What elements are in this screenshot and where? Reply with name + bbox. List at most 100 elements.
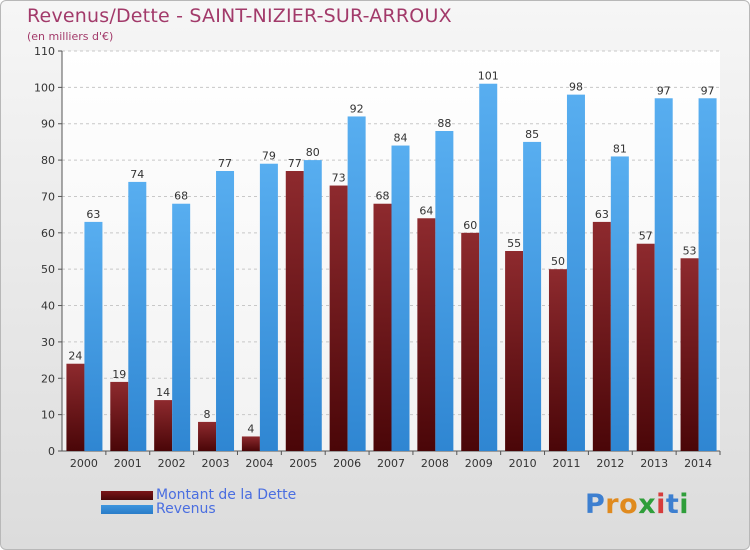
y-tick-label: 30	[41, 336, 55, 349]
logo-letter: o	[619, 489, 639, 520]
data-label-revenue-2001: 74	[130, 168, 144, 181]
data-label-revenue-2009: 101	[478, 70, 499, 83]
proxiti-logo[interactable]: Proxiti	[585, 489, 689, 520]
bar-debt-2011	[548, 269, 567, 451]
data-label-debt-2013: 57	[639, 230, 653, 243]
data-label-debt-2010: 55	[507, 237, 521, 250]
bar-revenue-2009	[479, 83, 498, 452]
bar-debt-2005	[285, 171, 304, 451]
bar-revenue-2010	[523, 141, 542, 451]
data-label-revenue-2002: 68	[174, 190, 188, 203]
x-tick-label: 2004	[245, 457, 273, 470]
data-label-revenue-2014: 97	[701, 84, 715, 97]
data-label-debt-2006: 73	[332, 172, 346, 185]
legend-label-revenue: Revenus	[156, 501, 216, 517]
data-label-debt-2008: 64	[419, 204, 433, 217]
bar-debt-2007	[373, 203, 392, 451]
bar-debt-2000	[66, 363, 85, 451]
legend-item-revenue: Revenus	[101, 501, 216, 517]
x-tick-label: 2001	[114, 457, 142, 470]
data-label-revenue-2000: 63	[86, 208, 100, 221]
x-tick-label: 2002	[158, 457, 186, 470]
x-tick-label: 2012	[596, 457, 624, 470]
bar-debt-2008	[417, 218, 436, 451]
chart-title: Revenus/Dette - SAINT-NIZIER-SUR-ARROUX	[27, 5, 452, 27]
data-label-debt-2002: 14	[156, 386, 170, 399]
bar-revenue-2000	[84, 221, 103, 451]
bar-revenue-2001	[128, 181, 147, 451]
logo-letter: x	[638, 489, 657, 520]
bar-revenue-2013	[654, 98, 673, 451]
data-label-debt-2009: 60	[463, 219, 477, 232]
data-label-revenue-2013: 97	[657, 84, 671, 97]
x-tick-label: 2008	[421, 457, 449, 470]
y-tick-label: 110	[34, 45, 55, 58]
data-label-revenue-2003: 77	[218, 157, 232, 170]
bar-revenue-2005	[303, 160, 322, 451]
y-tick-label: 60	[41, 227, 55, 240]
logo-letter: i	[656, 489, 666, 520]
data-label-debt-2014: 53	[683, 244, 697, 257]
bar-revenue-2003	[216, 171, 235, 451]
bar-revenue-2014	[698, 98, 717, 451]
x-tick-label: 2003	[202, 457, 230, 470]
y-tick-label: 100	[34, 81, 55, 94]
x-tick-label: 2005	[289, 457, 317, 470]
data-label-revenue-2010: 85	[525, 128, 539, 141]
bar-debt-2010	[505, 251, 524, 451]
y-tick-label: 40	[41, 300, 55, 313]
data-label-revenue-2005: 80	[306, 146, 320, 159]
legend-swatch-revenue	[101, 504, 153, 514]
bar-debt-2002	[154, 400, 173, 451]
bar-revenue-2004	[259, 163, 278, 451]
logo-letter: t	[665, 489, 680, 520]
bar-debt-2009	[461, 232, 480, 451]
bar-debt-2001	[110, 381, 129, 451]
legend-item-debt: Montant de la Dette	[101, 487, 297, 503]
y-tick-label: 20	[41, 372, 55, 385]
data-label-debt-2003: 8	[204, 408, 211, 421]
x-tick-label: 2009	[465, 457, 493, 470]
bar-revenue-2008	[435, 131, 454, 451]
data-label-debt-2000: 24	[68, 350, 82, 363]
y-tick-label: 50	[41, 263, 55, 276]
bar-revenue-2002	[172, 203, 191, 451]
x-tick-label: 2014	[684, 457, 712, 470]
bar-revenue-2007	[391, 145, 410, 451]
data-label-debt-2005: 77	[288, 157, 302, 170]
bar-debt-2004	[241, 436, 260, 451]
x-tick-label: 2010	[509, 457, 537, 470]
x-tick-label: 2011	[552, 457, 580, 470]
data-label-debt-2007: 68	[376, 190, 390, 203]
chart-subtitle: (en milliers d'€)	[27, 30, 114, 43]
y-tick-label: 80	[41, 154, 55, 167]
data-label-revenue-2011: 98	[569, 81, 583, 94]
y-tick-label: 90	[41, 118, 55, 131]
x-tick-label: 2013	[640, 457, 668, 470]
bar-debt-2013	[636, 243, 655, 451]
logo-letter: P	[585, 489, 606, 520]
bar-debt-2006	[329, 185, 348, 451]
y-tick-label: 10	[41, 409, 55, 422]
bar-debt-2012	[592, 221, 611, 451]
bar-revenue-2012	[610, 156, 629, 452]
data-label-debt-2012: 63	[595, 208, 609, 221]
data-label-debt-2011: 50	[551, 255, 565, 268]
logo-letter: r	[605, 489, 620, 520]
data-label-debt-2004: 4	[247, 422, 254, 435]
data-label-revenue-2006: 92	[350, 102, 364, 115]
bar-debt-2014	[680, 258, 699, 451]
data-label-revenue-2012: 81	[613, 142, 627, 155]
bar-revenue-2011	[566, 94, 585, 452]
bar-debt-2003	[198, 421, 217, 451]
y-tick-label: 70	[41, 190, 55, 203]
y-tick-label: 0	[48, 445, 55, 458]
legend-label-debt: Montant de la Dette	[156, 487, 297, 503]
bar-revenue-2006	[347, 116, 366, 452]
logo-letter: i	[679, 489, 690, 520]
x-tick-label: 2007	[377, 457, 405, 470]
x-tick-label: 2000	[70, 457, 98, 470]
x-tick-label: 2006	[333, 457, 361, 470]
